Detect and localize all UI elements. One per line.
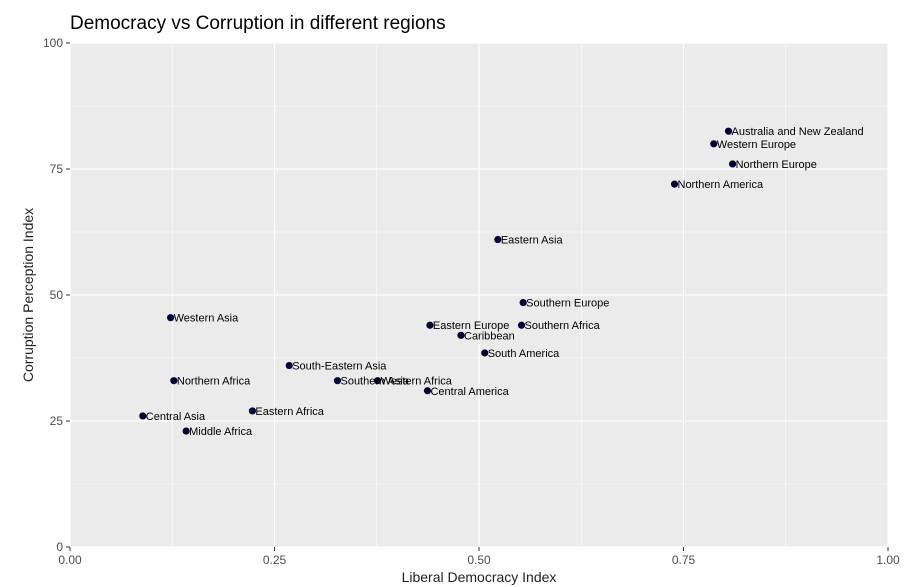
data-point [373,377,382,385]
x-tick-label: 0.75 [672,553,696,567]
point-label: Eastern Africa [255,406,324,418]
point-label: Southern Europe [526,298,609,310]
data-point [481,349,489,357]
axes: 0.00 0.25 0.50 0.75 1.00 0 25 50 75 100 [43,36,900,567]
point-label: Central Asia [146,411,206,423]
x-tick-label: 1.00 [876,553,900,567]
x-axis-title: Liberal Democracy Index [402,569,557,585]
data-point [519,298,527,307]
data-point [285,361,293,370]
data-point [728,160,737,168]
point-label: Northern America [678,179,764,191]
data-point [710,140,718,148]
y-tick-label: 100 [43,36,63,50]
point-label: Western Asia [174,313,239,325]
y-tick-label: 0 [56,540,63,554]
point-label: Western Africa [381,376,453,388]
point-label: Eastern Asia [501,235,564,247]
y-tick-label: 50 [50,288,64,302]
data-point [167,314,175,322]
point-label: Northern Europe [736,159,817,171]
data-point [457,331,465,339]
point-label: Southern Asia [340,376,409,388]
point-label: South-Eastern Asia [292,361,387,373]
data-point [139,412,147,420]
data-point [670,180,679,188]
point-label: Southern Africa [525,320,601,332]
data-point [426,321,434,329]
data-point [182,427,190,435]
chart-title: Democracy vs Corruption in different reg… [70,13,446,34]
x-tick-label: 0.00 [58,553,82,567]
y-axis-title: Corruption Perception Index [20,208,36,382]
point-label: Australia and New Zealand [731,126,863,138]
data-points [139,127,737,435]
point-label: South America [488,348,560,360]
point-label: Northern Africa [177,376,251,388]
data-point [170,377,178,385]
x-tick-label: 0.50 [467,553,491,567]
data-point [724,127,733,135]
point-label: Central America [430,386,509,398]
point-label: Caribbean [464,330,515,342]
data-point [494,235,502,244]
data-point [333,377,342,385]
point-label: Western Europe [717,139,796,151]
data-point [248,407,257,415]
y-tick-label: 75 [50,162,64,176]
data-point [423,387,432,395]
data-point [517,321,526,329]
x-tick-label: 0.25 [263,553,287,567]
y-tick-label: 25 [50,414,64,428]
point-label: Eastern Europe [433,320,509,332]
point-label: Middle Africa [189,426,253,438]
